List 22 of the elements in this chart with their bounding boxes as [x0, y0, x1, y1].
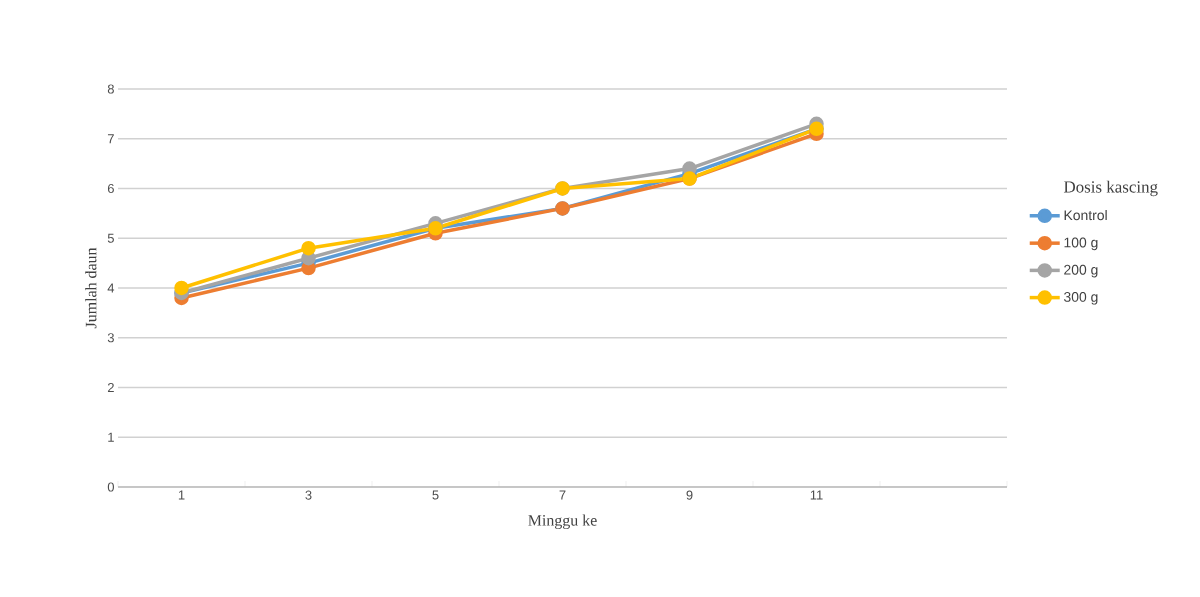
legend-label: 300 g [1064, 291, 1098, 305]
x-tick-label: 1 [178, 490, 185, 500]
y-tick-label: 6 [107, 183, 114, 194]
y-tick-label: 8 [107, 84, 114, 94]
x-tick-label: 9 [686, 490, 693, 500]
x-tick-label: 3 [305, 490, 312, 500]
y-tick-label: 1 [108, 432, 114, 442]
x-tick-label: 5 [432, 490, 439, 500]
legend-label: 200 g [1064, 264, 1098, 278]
y-tick-label: 3 [107, 333, 114, 343]
legend-title: Dosis kascing [1063, 180, 1158, 197]
y-axis-title: Jumlah daun [85, 247, 97, 329]
y-tick-label: 0 [107, 482, 114, 492]
legend-label: 100 g [1064, 237, 1098, 251]
y-tick-label: 2 [107, 382, 114, 393]
x-tick-label: 7 [559, 490, 566, 500]
y-tick-label: 7 [107, 134, 114, 144]
y-tick-label: 5 [107, 233, 114, 243]
legend-label: Kontrol [1064, 209, 1107, 221]
y-tick-label: 4 [107, 283, 115, 293]
x-axis-title: Minggu ke [528, 514, 597, 530]
x-tick-label: 11 [810, 490, 823, 500]
